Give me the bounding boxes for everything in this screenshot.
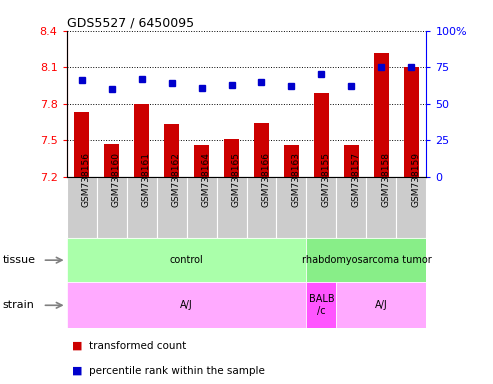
Bar [224,139,239,177]
Text: GSM738164: GSM738164 [202,152,211,207]
Text: A/J: A/J [180,300,193,310]
Bar [67,282,307,328]
Text: GSM738163: GSM738163 [291,152,301,207]
Bar [67,177,97,238]
Bar [374,53,389,177]
Bar [67,238,307,282]
Text: GSM738156: GSM738156 [81,152,91,207]
Text: transformed count: transformed count [89,341,186,351]
Bar [97,177,127,238]
Text: A/J: A/J [375,300,388,310]
Bar [336,282,426,328]
Bar [404,67,419,177]
Bar [164,124,179,177]
Bar [134,104,149,177]
Bar [366,177,396,238]
Text: GSM738159: GSM738159 [412,152,421,207]
Bar [277,177,307,238]
Bar [157,177,186,238]
Bar [186,177,216,238]
Text: strain: strain [2,300,35,310]
Bar [314,93,329,177]
Bar [344,145,359,177]
Bar [307,177,336,238]
Bar [194,145,209,177]
Bar [127,177,157,238]
Text: GDS5527 / 6450095: GDS5527 / 6450095 [67,17,194,30]
Text: control: control [170,255,204,265]
Text: BALB
/c: BALB /c [309,295,334,316]
Text: rhabdomyosarcoma tumor: rhabdomyosarcoma tumor [302,255,431,265]
Text: tissue: tissue [2,255,35,265]
Text: GSM738157: GSM738157 [352,152,360,207]
Bar [336,177,366,238]
Bar [74,112,89,177]
Bar [246,177,277,238]
Text: GSM738162: GSM738162 [172,152,180,207]
Text: GSM738161: GSM738161 [141,152,150,207]
Text: percentile rank within the sample: percentile rank within the sample [89,366,265,376]
Text: GSM738166: GSM738166 [261,152,271,207]
Text: GSM738160: GSM738160 [111,152,121,207]
Bar [396,177,426,238]
Text: GSM738158: GSM738158 [382,152,390,207]
Text: ■: ■ [71,341,82,351]
Text: GSM738155: GSM738155 [321,152,330,207]
Bar [254,123,269,177]
Bar [307,238,426,282]
Bar [216,177,246,238]
Bar [104,144,119,177]
Text: ■: ■ [71,366,82,376]
Bar [284,145,299,177]
Text: GSM738165: GSM738165 [232,152,241,207]
Bar [307,282,336,328]
